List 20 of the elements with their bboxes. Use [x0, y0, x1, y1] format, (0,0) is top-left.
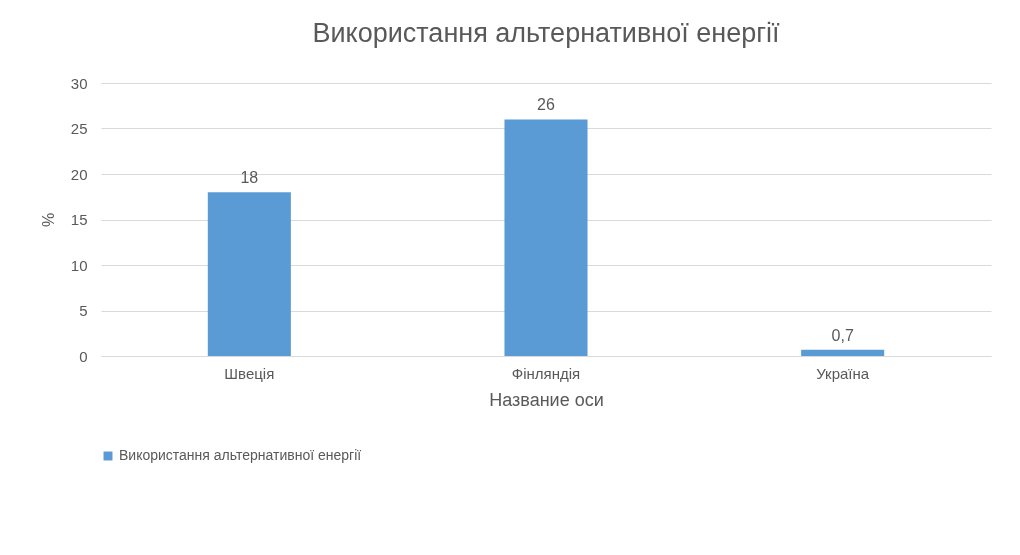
x-tick-label: Фінляндія	[511, 364, 581, 382]
y-tick-label: 10	[70, 256, 88, 274]
bar	[207, 192, 291, 356]
bar	[801, 349, 885, 356]
y-tick-label: 25	[70, 120, 88, 137]
x-tick-label: Україна	[816, 364, 870, 382]
legend-label: Використання альтернативної енергії	[119, 447, 362, 463]
y-tick-label: 15	[70, 211, 88, 228]
y-tick-label: 0	[79, 347, 88, 365]
bar	[504, 119, 588, 356]
data-label: 26	[537, 96, 555, 114]
data-label: 0,7	[831, 326, 854, 344]
y-tick-label: 20	[70, 165, 88, 183]
x-tick-label: Швеція	[224, 364, 275, 382]
chart-title: Використання альтернативної енергії	[312, 18, 781, 48]
y-tick-label: 30	[70, 74, 88, 92]
y-tick-label: 5	[79, 302, 88, 319]
data-label: 18	[240, 169, 259, 187]
x-axis-title: Название оси	[489, 389, 604, 410]
y-axis-title: %	[39, 212, 57, 228]
